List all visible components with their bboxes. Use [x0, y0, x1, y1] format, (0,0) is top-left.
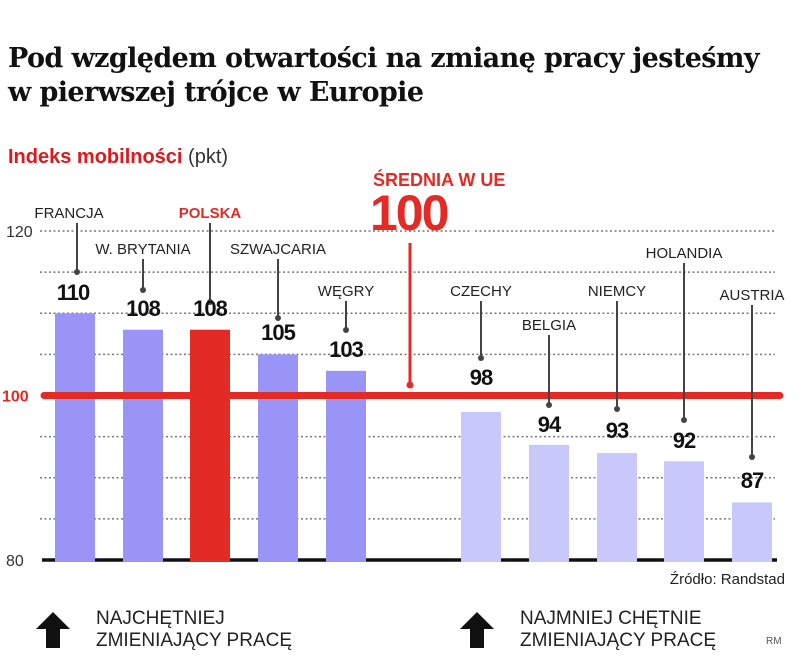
credit: RM	[766, 636, 782, 647]
leader-dot	[140, 287, 146, 293]
leader-dot	[275, 315, 281, 321]
legend-item-most-willing: NAJCHĘTNIEJ ZMIENIAJĄCY PRACĘ	[34, 608, 292, 652]
index-label: Indeks mobilności	[8, 146, 183, 168]
legend-label: NAJMNIEJ CHĘTNIE ZMIENIAJĄCY PRACĘ	[520, 608, 717, 651]
bar-niemcy	[597, 453, 637, 560]
legend-item-least-willing: NAJMNIEJ CHĘTNIE ZMIENIAJĄCY PRACĘ	[458, 608, 716, 652]
leader-dot	[74, 269, 80, 275]
bar-base	[55, 558, 95, 562]
unit-label: (pkt)	[188, 146, 229, 168]
bar-czechy	[461, 411, 501, 560]
average-value: 100	[370, 185, 448, 241]
value-label: 92	[673, 428, 696, 453]
average-label: ŚREDNIA W UE	[373, 169, 505, 190]
value-label: 105	[261, 320, 295, 345]
bar-base	[597, 558, 637, 562]
bar-austria	[732, 502, 772, 560]
chart-title: Pod względem otwartości na zmianę pracy …	[8, 43, 760, 108]
bar-szwajcaria	[258, 354, 298, 560]
y-tick-label: 120	[6, 224, 33, 241]
y-tick-label: 100	[2, 389, 29, 406]
category-label: BELGIA	[522, 317, 576, 334]
value-label: 94	[538, 412, 562, 437]
leader-dot	[546, 402, 552, 408]
value-label: 98	[470, 365, 493, 390]
arrow-up-icon	[460, 612, 494, 648]
chart-subtitle: Indeks mobilności (pkt)	[8, 146, 228, 169]
value-label: 103	[329, 337, 363, 362]
value-label: 110	[57, 280, 90, 305]
leader-dot	[749, 454, 755, 460]
category-label: AUSTRIA	[719, 287, 784, 304]
leader-dot	[614, 406, 620, 412]
average-leader-dot	[406, 381, 414, 389]
bar-base	[461, 558, 501, 562]
bar-polska	[190, 329, 230, 560]
bar-base	[190, 558, 230, 562]
category-label: FRANCJA	[34, 205, 103, 222]
bar-węgry	[326, 370, 366, 560]
category-label: WĘGRY	[318, 283, 374, 300]
bar-belgia	[529, 444, 569, 560]
bar-base	[258, 558, 298, 562]
category-label: SZWAJCARIA	[230, 241, 326, 258]
category-label: NIEMCY	[588, 283, 646, 300]
leader-dot	[478, 355, 484, 361]
category-label: POLSKA	[179, 205, 242, 222]
value-label: 108	[126, 296, 160, 321]
value-label: 87	[741, 468, 764, 493]
category-label: CZECHY	[450, 283, 512, 300]
arrow-up-icon	[36, 612, 70, 648]
category-label: W. BRYTANIA	[95, 241, 190, 258]
category-label: HOLANDIA	[646, 245, 723, 262]
value-label: 93	[606, 418, 629, 443]
bar-base	[529, 558, 569, 562]
bar-w-brytania	[123, 329, 163, 560]
legend-label: NAJCHĘTNIEJ ZMIENIAJĄCY PRACĘ	[96, 608, 293, 651]
bar-francja	[55, 313, 95, 560]
bar-base	[123, 558, 163, 562]
bar-base	[326, 558, 366, 562]
leader-dot	[207, 299, 213, 305]
source-note: Źródło: Randstad	[669, 571, 785, 588]
leader-dot	[681, 417, 687, 423]
bar-base	[732, 558, 772, 562]
y-tick-label: 80	[6, 553, 24, 570]
leader-dot	[343, 327, 349, 333]
value-label: 108	[193, 296, 227, 321]
bar-base	[664, 558, 704, 562]
bar-holandia	[664, 461, 704, 560]
